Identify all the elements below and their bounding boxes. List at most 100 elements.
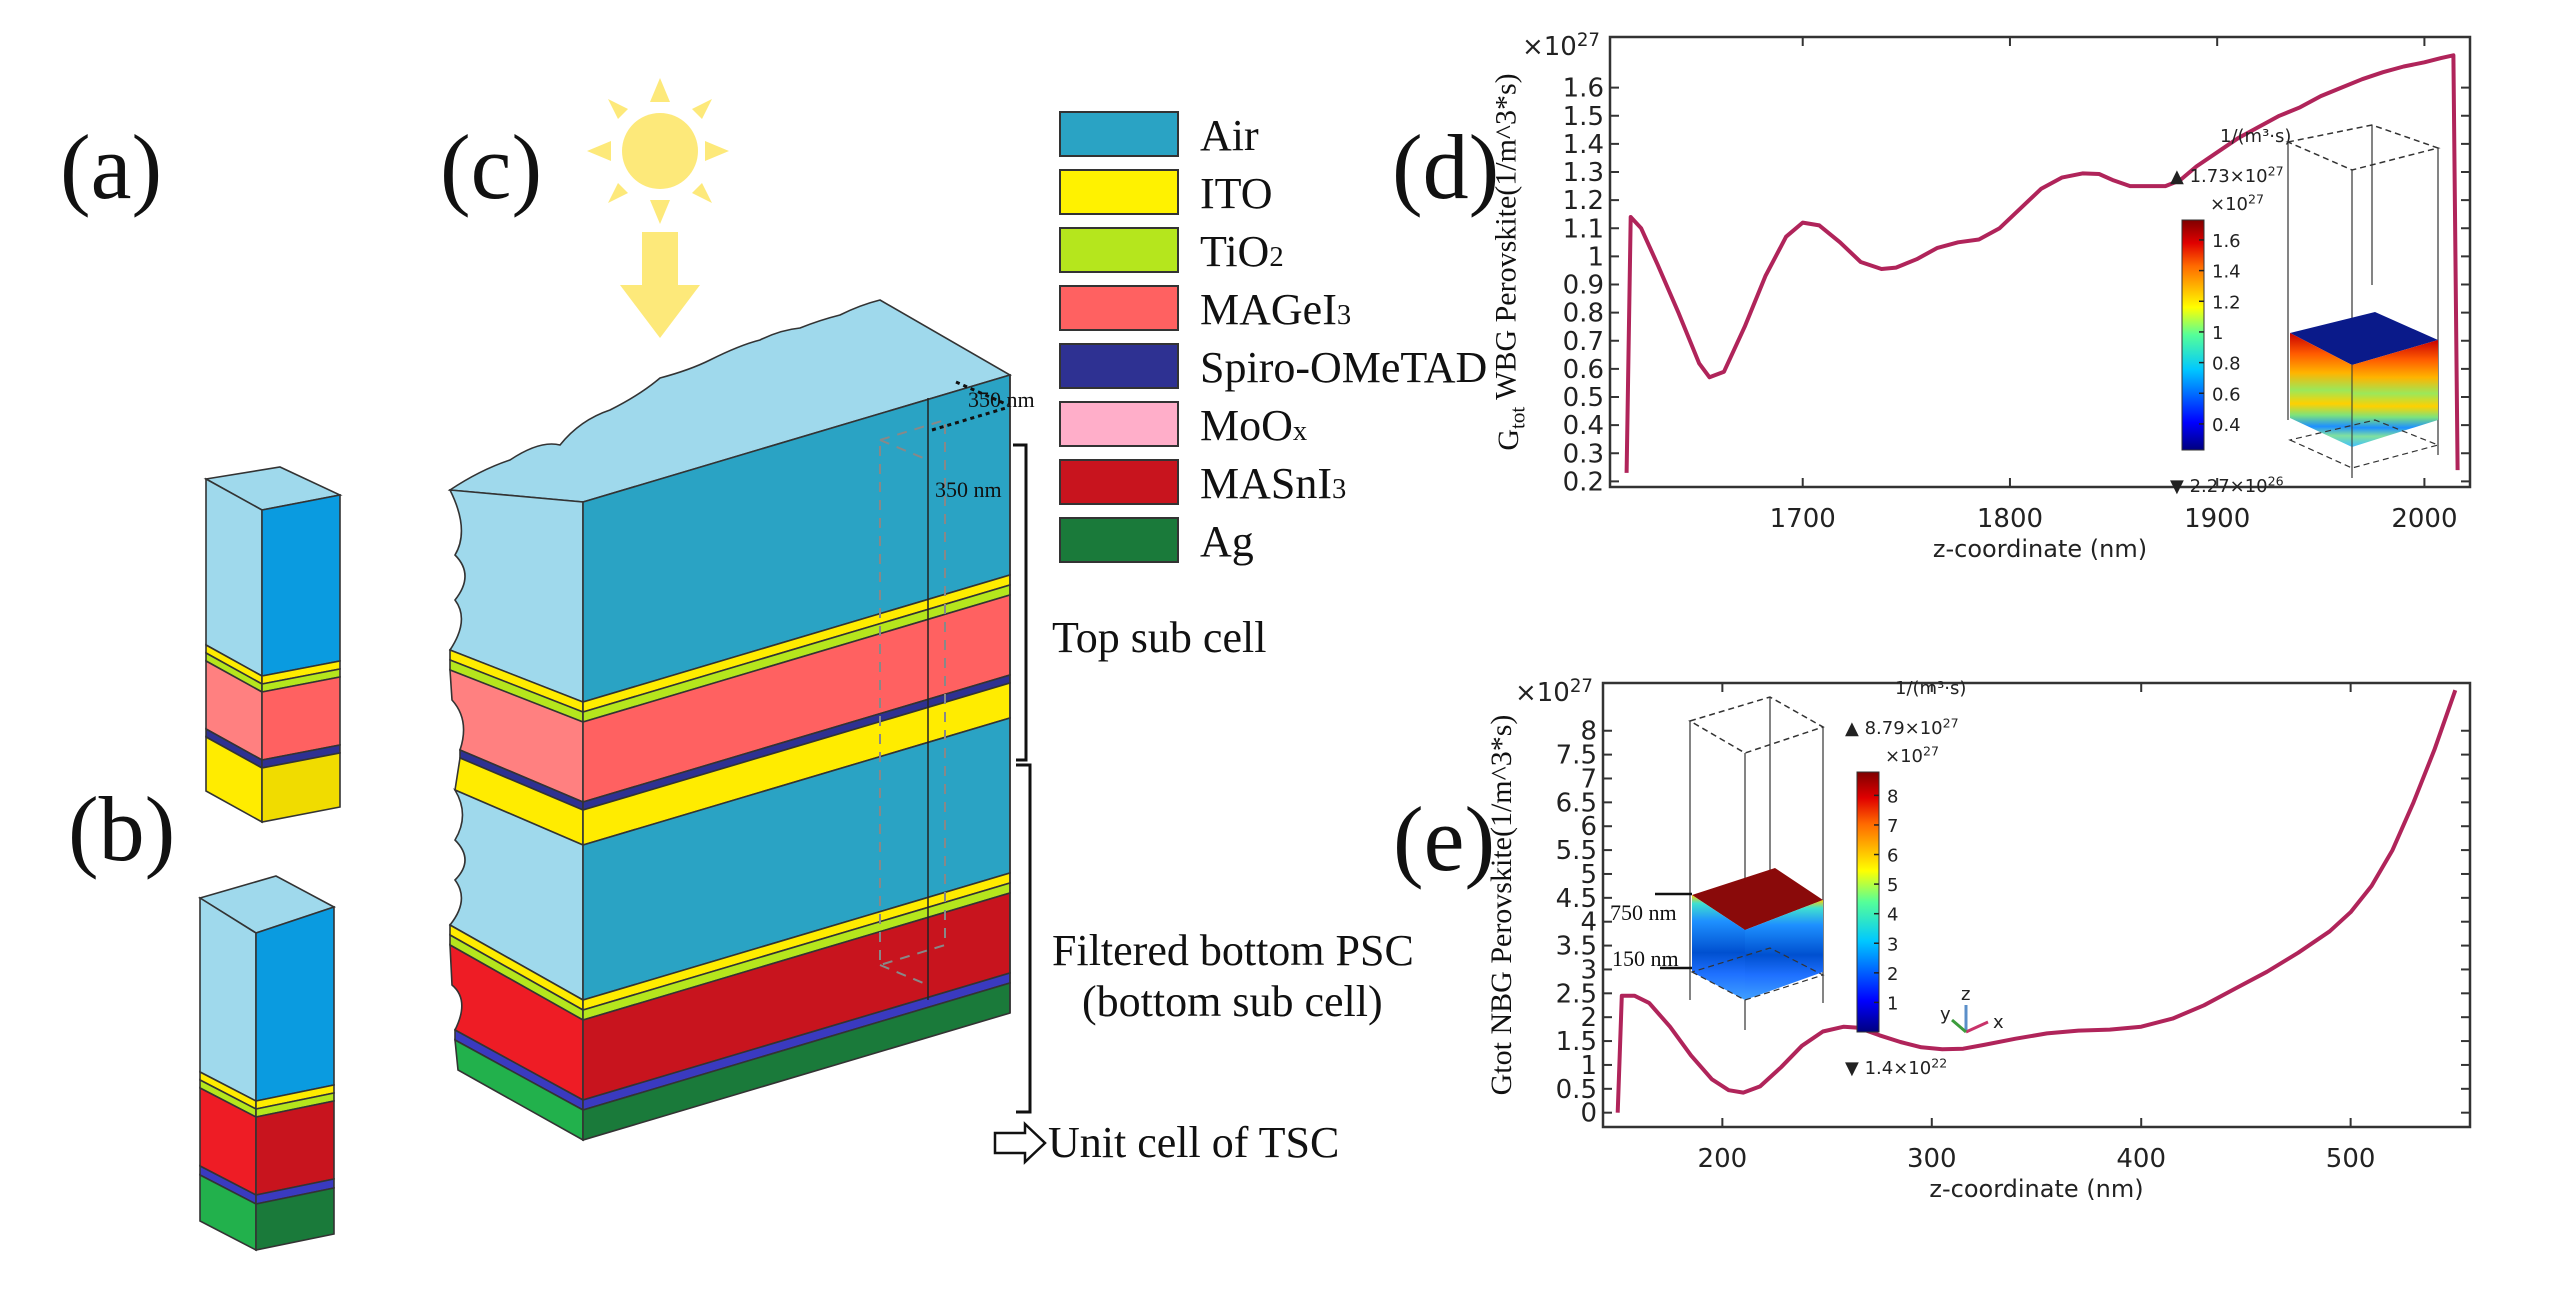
y-tick-label: 0.5 — [1556, 1075, 1597, 1105]
cell-b-ag-front — [255, 1187, 335, 1251]
x-tick-label: 2000 — [2391, 504, 2457, 534]
panel-label-d: (d) — [1392, 116, 1499, 218]
y-tick-label: 0.2 — [1563, 467, 1604, 497]
series-line — [1624, 53, 2460, 473]
colorbar-tick-label: 6 — [1887, 846, 1898, 867]
legend-label: TiO2 — [1200, 227, 1284, 276]
x-axis-label: z-coordinate (nm) — [1929, 1175, 2143, 1203]
legend-label: Air — [1200, 111, 1259, 160]
nbg-inset-top — [1692, 868, 1823, 930]
panel-label-e: (e) — [1393, 788, 1495, 890]
cell-b-air-left — [199, 896, 257, 1103]
dim-arrow-side — [931, 406, 1007, 432]
colorbar — [1856, 771, 1880, 1033]
colorbar-tick-label: 1.4 — [2212, 262, 2241, 283]
y-tick-label: 6 — [1580, 812, 1597, 842]
dim-arrow-top — [955, 380, 1009, 407]
material-legend: Air ITO TiO2 MAGeI3 Spiro-OMeTAD MoOx MASnI3 Ag — [1059, 111, 1487, 566]
plot-frame — [1601, 681, 2472, 1129]
x-tick-label: 1800 — [1977, 504, 2043, 534]
y-tick-label: 8 — [1580, 717, 1597, 747]
y-tick-label: 0.9 — [1563, 271, 1604, 301]
y-tick-label: 3.5 — [1556, 932, 1597, 962]
y-tick-label: 5 — [1580, 860, 1597, 890]
dim-label-side: 350 nm — [935, 477, 1002, 502]
y-tick-label: 1.2 — [1563, 186, 1604, 216]
colorbar-tick-label: 1 — [1887, 993, 1898, 1014]
y-tick-label: 4.5 — [1556, 884, 1597, 914]
sun-icon — [587, 78, 729, 224]
nbg-inset-3d: 750 nm 150 nm — [1610, 696, 1825, 1030]
colorbar-multiplier: ×1027 — [1885, 744, 1939, 767]
x-tick-label: 300 — [1907, 1144, 1957, 1174]
dim-150-label: 150 nm — [1612, 946, 1679, 971]
legend-label: MoOx — [1200, 401, 1307, 450]
y-axis-label: Gtot NBG Perovskite(1/m^3*s) — [1485, 715, 1518, 1096]
y-tick-label: 3 — [1580, 955, 1597, 985]
legend-label: Spiro-OMeTAD — [1200, 343, 1487, 392]
tsc-main-stack — [447, 299, 1013, 1142]
colorbar-tick-label: 4 — [1887, 905, 1898, 926]
panel-label-c: (c) — [440, 116, 542, 218]
panel-label-a: (a) — [60, 116, 162, 218]
label-top-sub-cell: Top sub cell — [1052, 613, 1266, 662]
y-tick-label: 1.4 — [1563, 130, 1604, 160]
colorbar-tick-label: 0.8 — [2212, 354, 2241, 375]
label-unit-cell: Unit cell of TSC — [1048, 1118, 1339, 1167]
y-multiplier: ×1027 — [1522, 30, 1600, 62]
axis-y-label: y — [1940, 1004, 1951, 1025]
colorbar-tick-label: 7 — [1887, 816, 1898, 837]
colorbar-tick-label: 0.4 — [2212, 415, 2241, 436]
y-tick-label: 1.1 — [1563, 214, 1604, 244]
colorbar-max: ▲ 1.73×1027 — [2170, 164, 2284, 187]
legend-swatch — [1059, 285, 1179, 331]
colorbar-unit: 1/(m³·s) — [1895, 678, 1966, 699]
unit-cell-arrow-icon — [993, 1121, 1047, 1165]
cell-b-air-front — [255, 905, 335, 1102]
colorbar-tick-label: 3 — [1887, 934, 1898, 955]
label-bottom-sub-cell: (bottom sub cell) — [1082, 977, 1383, 1026]
legend-swatch — [1059, 111, 1179, 157]
dim-750-label: 750 nm — [1610, 900, 1677, 925]
y-tick-label: 7.5 — [1556, 741, 1597, 771]
y-tick-label: 0 — [1580, 1099, 1597, 1129]
legend-swatch — [1059, 343, 1179, 389]
panel-label-b: (b) — [68, 778, 175, 880]
x-tick-label: 1900 — [2184, 504, 2250, 534]
y-tick-label: 7 — [1580, 764, 1597, 794]
y-tick-label: 0.7 — [1563, 327, 1604, 357]
y-axis-label: Gtot WBG Perovskite(1/m^3*s) — [1489, 73, 1529, 450]
y-tick-label: 0.3 — [1563, 439, 1604, 469]
bracket-bottom — [1016, 763, 1032, 1114]
y-tick-label: 1.6 — [1563, 74, 1604, 104]
unit-cell-outline — [879, 418, 946, 967]
colorbar — [2181, 219, 2205, 451]
y-tick-label: 6.5 — [1556, 788, 1597, 818]
legend-label: MAGeI3 — [1200, 285, 1351, 334]
y-tick-label: 4 — [1580, 908, 1597, 938]
x-tick-label: 1700 — [1770, 504, 1836, 534]
label-bottom-psc: Filtered bottom PSC — [1052, 926, 1414, 975]
chart-wbg: 0.20.30.40.50.60.70.80.911.11.21.31.41.5… — [1489, 30, 2472, 563]
colorbar-tick-label: 8 — [1887, 786, 1898, 807]
legend-label: ITO — [1200, 169, 1273, 218]
unit-cell-a — [203, 466, 343, 824]
air-top-face — [447, 299, 1013, 503]
colorbar-tick-label: 1.6 — [2212, 231, 2241, 252]
legend-swatch — [1059, 401, 1179, 447]
y-tick-label: 1.3 — [1563, 158, 1604, 188]
y-tick-label: 0.8 — [1563, 299, 1604, 329]
light-arrow-icon — [620, 232, 700, 338]
colorbar-tick-label: 1.2 — [2212, 292, 2241, 313]
dim-label-top: 350 nm — [968, 387, 1035, 412]
plot-frame — [1608, 35, 2472, 489]
x-tick-label: 500 — [2326, 1144, 2376, 1174]
colorbar-tick-label: 2 — [1887, 964, 1898, 985]
y-tick-label: 1 — [1580, 1051, 1597, 1081]
legend-swatch — [1059, 459, 1179, 505]
y-tick-label: 1.5 — [1563, 102, 1604, 132]
colorbar-tick-label: 0.6 — [2212, 384, 2241, 405]
y-tick-label: 0.4 — [1563, 411, 1604, 441]
colorbar-tick-label: 1 — [2212, 323, 2223, 344]
